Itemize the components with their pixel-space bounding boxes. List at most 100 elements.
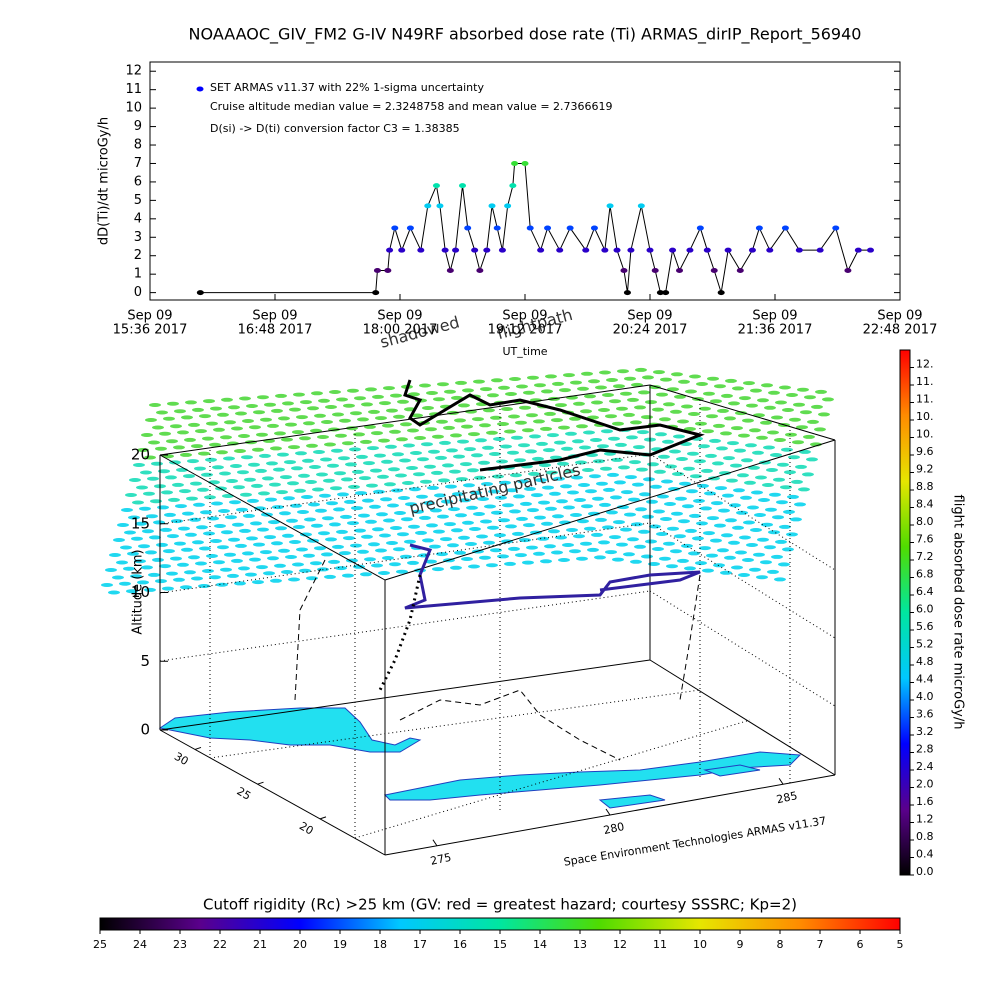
data-point	[544, 225, 552, 231]
rigidity-marker	[792, 440, 804, 445]
colorbar-tick-label: 9.2	[916, 463, 934, 476]
rigidity-marker	[191, 444, 203, 449]
rigidity-marker	[510, 473, 522, 478]
rigidity-marker	[258, 491, 270, 496]
rigidity-marker	[527, 375, 539, 380]
rigidity-marker	[746, 403, 758, 408]
colorbar-tick-label: 9.6	[916, 445, 934, 458]
rigidity-marker	[807, 419, 819, 424]
rigidity-marker	[292, 562, 304, 567]
rigidity-marker	[731, 565, 743, 570]
rigidity-marker	[399, 458, 411, 463]
rigidity-marker	[378, 438, 390, 443]
y-tick	[319, 816, 327, 820]
rigidity-marker	[630, 420, 642, 425]
rigidity-marker	[731, 426, 743, 431]
rigidity-marker	[344, 499, 356, 504]
rigidity-marker	[112, 575, 124, 580]
rigidity-marker	[627, 537, 639, 542]
rigidity-marker	[266, 461, 278, 466]
rigidity-marker	[229, 500, 241, 505]
x-tick-label: Sep 09	[377, 309, 422, 324]
rigidity-marker	[783, 509, 795, 514]
rigidity-marker	[211, 501, 223, 506]
rigidity-marker	[460, 462, 472, 467]
colorbar-tick-label: 0.8	[916, 830, 934, 843]
rigidity-marker	[558, 558, 570, 562]
data-point	[504, 203, 512, 209]
rigidity-marker	[288, 445, 300, 450]
rigidity-marker	[667, 526, 679, 531]
colorbar	[899, 349, 911, 876]
rigidity-marker	[557, 461, 569, 466]
rigidity-marker	[333, 507, 345, 512]
rigidity-marker	[143, 491, 155, 496]
rigidity-marker	[772, 515, 784, 520]
rigidity-marker	[250, 521, 262, 526]
rigidity-marker	[447, 543, 459, 548]
rigidity-marker	[561, 446, 573, 451]
rigidity-marker	[137, 580, 149, 585]
rigidity-marker	[156, 410, 168, 415]
land-shape	[383, 751, 802, 801]
rigidity-marker	[402, 481, 414, 485]
rigidity-marker	[181, 415, 193, 420]
x-tick-label: Sep 09	[752, 309, 797, 324]
rigidity-marker	[631, 522, 643, 527]
rigidity-marker	[611, 457, 623, 462]
rigidity-marker	[649, 524, 661, 529]
rigidity-marker	[695, 561, 707, 566]
rigidity-marker	[767, 430, 779, 435]
rigidity-marker	[192, 540, 204, 545]
grid-line	[209, 689, 701, 759]
axis-edge	[159, 729, 386, 856]
rigidity-marker	[322, 516, 334, 521]
rigidity-marker	[788, 455, 800, 460]
rigidity-marker	[494, 533, 506, 538]
rigidity-marker	[483, 540, 495, 545]
rigidity-marker	[210, 406, 222, 411]
rigidity-marker	[740, 495, 752, 500]
rigidity-marker	[638, 529, 650, 534]
x-tick-label: 15:36 2017	[113, 323, 188, 338]
rigidity-marker	[580, 409, 592, 414]
rigidity-marker	[732, 386, 744, 391]
rigidity-marker	[706, 553, 718, 558]
rigidity-marker	[583, 430, 595, 435]
rigidity-marker	[741, 458, 753, 463]
rigidity-marker	[779, 524, 791, 529]
colorbar-tick-label: 22	[213, 938, 227, 951]
z-tick-label: 0	[140, 721, 150, 739]
rigidity-marker	[474, 475, 486, 480]
rigidity-marker	[627, 397, 639, 402]
rigidity-marker	[321, 420, 333, 424]
rigidity-marker	[733, 488, 745, 493]
rigidity-marker	[703, 531, 715, 536]
rigidity-marker	[527, 508, 539, 513]
rigidity-marker	[313, 450, 325, 454]
y-tick-label: 11	[125, 82, 142, 97]
rigidity-marker	[223, 456, 235, 461]
rigidity-marker	[782, 408, 794, 412]
rigidity-marker	[699, 546, 711, 551]
rigidity-marker	[425, 559, 437, 564]
rigidity-marker	[235, 411, 247, 416]
rigidity-marker	[620, 527, 632, 532]
rigidity-marker	[606, 510, 618, 515]
rigidity-marker	[814, 427, 826, 432]
rigidity-marker	[473, 512, 485, 516]
rigidity-marker	[529, 434, 541, 439]
rigidity-marker	[217, 545, 229, 550]
rigidity-marker	[219, 471, 231, 476]
data-point	[781, 225, 789, 231]
rigidity-marker	[451, 395, 463, 400]
rigidity-marker	[616, 406, 628, 411]
rigidity-marker	[372, 394, 384, 399]
rigidity-marker	[620, 391, 632, 396]
rigidity-marker	[754, 513, 766, 517]
annotation: D(si) -> D(ti) conversion factor C3 = 1.…	[210, 122, 460, 135]
colorbar-tick-label: 11	[653, 938, 667, 951]
rigidity-marker	[193, 502, 205, 507]
z-tick-label: 10	[131, 583, 150, 601]
rigidity-marker	[548, 529, 560, 534]
